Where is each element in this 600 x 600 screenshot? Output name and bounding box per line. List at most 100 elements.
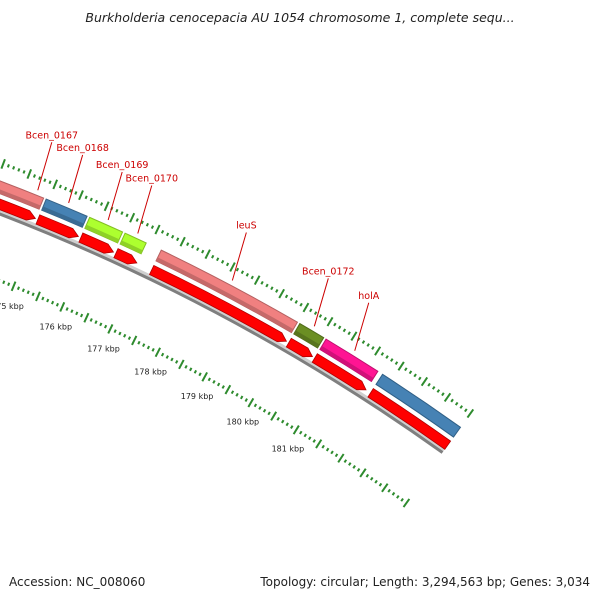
inner-tick: [312, 439, 316, 443]
inner-tick: [178, 359, 185, 370]
outer-tick: [289, 297, 294, 302]
gene-shadow: [84, 224, 120, 243]
inner-tick: [325, 447, 330, 452]
inner-tick: [258, 406, 262, 410]
outer-tick: [380, 352, 385, 356]
outer-tick: [464, 408, 468, 413]
inner-tick: [94, 320, 98, 325]
outer-tick: [74, 191, 78, 195]
scale-label: 180 kbp: [227, 418, 260, 427]
inner-tick: [154, 347, 162, 358]
inner-tick: [26, 290, 30, 295]
inner-tick: [160, 352, 165, 357]
outer-tick: [459, 405, 463, 409]
inner-tick: [89, 318, 93, 322]
outer-tick: [140, 220, 144, 225]
outer-tick: [443, 392, 452, 403]
inner-tick: [337, 453, 345, 463]
inner-tick: [267, 411, 271, 416]
cds-arrow: [35, 214, 80, 239]
outer-tick: [397, 361, 405, 371]
scale-labels: 175 kbp 176 kbp 177 kbp 178 kbp 179 kbp 180 k…: [0, 302, 304, 453]
gene-shadow: [156, 257, 294, 333]
inner-tick: [365, 473, 370, 478]
outer-tick: [120, 211, 124, 215]
leader-line: [107, 171, 123, 221]
inner-tick: [118, 331, 122, 336]
outer-tick: [125, 213, 129, 218]
inner-tick: [378, 482, 383, 487]
outer-tick: [361, 340, 366, 344]
outer-tick: [52, 179, 59, 190]
inner-tick: [107, 323, 114, 334]
inner-tick: [285, 422, 289, 427]
leader-line: [37, 142, 53, 191]
outer-tick: [450, 398, 454, 403]
inner-tick: [83, 312, 90, 323]
outer-tick: [250, 275, 254, 280]
outer-tick: [220, 259, 225, 264]
inner-tick: [193, 369, 198, 374]
inner-tick: [396, 494, 400, 499]
outer-tick: [12, 166, 16, 170]
inner-tick: [216, 382, 221, 387]
outer-tick: [216, 257, 220, 262]
outer-tick: [385, 355, 389, 359]
outer-tick: [6, 164, 10, 168]
outer-tick: [318, 314, 323, 318]
inner-tick: [244, 398, 248, 402]
inner-tick: [253, 403, 258, 408]
inner-tick: [7, 282, 11, 287]
inner-tick: [348, 462, 352, 466]
gene-shadow: [293, 330, 320, 348]
inner-tick: [127, 336, 132, 340]
leader-line: [231, 232, 247, 281]
outer-tick: [366, 343, 370, 347]
inner-tick: [369, 476, 374, 481]
outer-tick: [326, 316, 334, 327]
inner-tick: [113, 329, 117, 334]
inner-tick: [189, 367, 193, 372]
outer-tick: [179, 236, 186, 247]
inner-tick: [387, 488, 391, 493]
inner-tick: [356, 467, 361, 472]
outer-tick: [309, 308, 313, 313]
inner-tick: [131, 335, 138, 346]
inner-tick: [330, 450, 334, 455]
outer-tick: [299, 302, 303, 307]
outer-tick: [186, 242, 190, 247]
inner-tick: [290, 425, 294, 429]
outer-tick: [294, 300, 298, 304]
inner-tick: [400, 498, 404, 502]
inner-tick: [308, 436, 312, 441]
outer-tick: [176, 237, 180, 242]
inner-tick: [104, 324, 108, 329]
inner-tick: [142, 343, 146, 347]
inner-tick: [224, 384, 232, 395]
inner-tick: [16, 286, 20, 291]
backbone-shadow: [0, 209, 446, 453]
inner-tick: [51, 300, 55, 305]
inner-tick: [221, 385, 225, 389]
inner-tick: [99, 322, 103, 327]
scale-label: 178 kbp: [134, 367, 167, 376]
scale-label: 179 kbp: [181, 392, 214, 401]
outer-tick: [333, 322, 337, 327]
outer-tick: [313, 311, 318, 316]
leader-line: [354, 302, 370, 351]
outer-tick: [165, 232, 170, 237]
scale-label: 181 kbp: [272, 444, 305, 453]
outer-tick: [323, 316, 327, 321]
inner-tick: [381, 483, 389, 493]
outer-tick: [347, 331, 351, 336]
backbone-line: [0, 212, 444, 454]
outer-tick: [420, 376, 429, 387]
inner-tick: [21, 288, 25, 293]
outer-tick: [43, 178, 47, 183]
topology-text: Topology: circular; Length: 3,294,563 bp…: [260, 575, 590, 589]
gene-label: Bcen_0168: [56, 143, 109, 154]
outer-tick: [253, 275, 261, 286]
inner-tick: [402, 498, 411, 508]
outer-tick: [302, 302, 310, 313]
